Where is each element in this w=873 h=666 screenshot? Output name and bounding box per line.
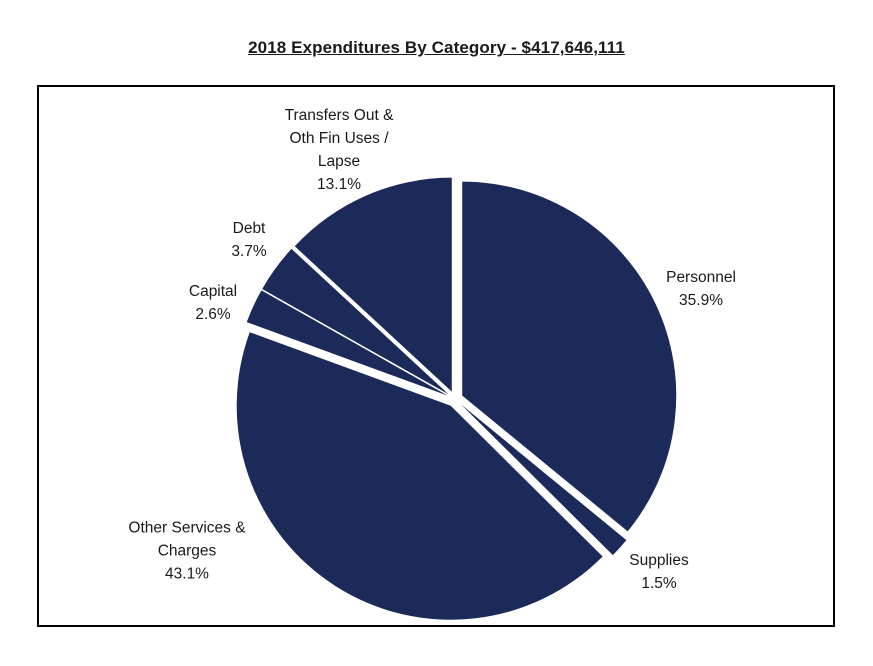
pie-slice-personnel — [462, 181, 677, 532]
pie-label-name: Oth Fin Uses / — [289, 130, 389, 147]
pie-label-percent: 13.1% — [317, 176, 361, 193]
pie-label-personnel: Personnel 35.9% — [666, 266, 736, 312]
pie-label-capital: Capital 2.6% — [189, 280, 237, 326]
pie-label-transfers-out: Transfers Out & Oth Fin Uses / Lapse 13.1% — [285, 104, 394, 196]
chart-frame — [37, 85, 835, 627]
pie-label-percent: 43.1% — [165, 565, 209, 583]
pie-slice-other-services-charges — [236, 332, 603, 620]
pie-label-percent: 2.6% — [195, 306, 231, 323]
pie-slice-capital — [246, 290, 448, 396]
pie-label-name: Debt — [232, 220, 266, 237]
pie-label-name: Charges — [157, 542, 217, 560]
pie-slice-debt — [262, 248, 449, 395]
pie-label-percent: 1.5% — [641, 575, 677, 592]
pie-label-percent: 35.9% — [679, 292, 723, 309]
pie-label-other-services-charges: Other Services & Charges 43.1% — [128, 517, 245, 586]
pie-label-name: Capital — [188, 283, 238, 300]
pie-slices — [236, 177, 677, 620]
pie-label-name: Lapse — [317, 153, 361, 170]
pie-slice-transfers-out — [294, 177, 452, 392]
pie-label-name: Transfers Out & — [284, 107, 394, 124]
pie-label-name: Other Services & — [128, 519, 246, 537]
pie-slice-supplies — [460, 404, 627, 556]
pie-label-percent: 3.7% — [231, 243, 267, 260]
chart-title: 2018 Expenditures By Category - $417,646… — [248, 38, 625, 57]
pie-label-name: Personnel — [666, 269, 736, 286]
pie-label-debt: Debt 3.7% — [231, 217, 266, 263]
pie-label-name: Supplies — [629, 552, 689, 569]
pie-label-supplies: Supplies 1.5% — [629, 549, 688, 595]
